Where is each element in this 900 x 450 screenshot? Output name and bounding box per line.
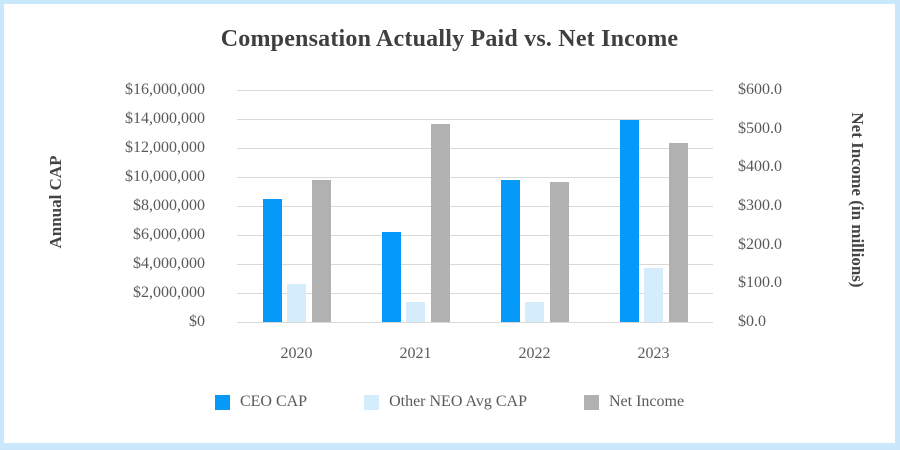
left-axis-tick: $2,000,000 (133, 284, 205, 301)
left-axis-tick: $12,000,000 (125, 139, 205, 156)
gridline (237, 119, 713, 120)
gridline (237, 206, 713, 207)
right-axis-tick: $100.0 (738, 274, 782, 292)
left-axis-title: Annual CAP (46, 155, 65, 249)
legend-item-other-neo-avg-cap: Other NEO Avg CAP (364, 393, 527, 411)
bar-ceo-cap-2022 (500, 180, 520, 322)
gridline (237, 264, 713, 265)
legend-item-ceo-cap: CEO CAP (214, 393, 308, 411)
legend-item-net-income: Net Income (583, 393, 685, 411)
gridline (237, 322, 713, 323)
gridline (237, 293, 713, 294)
legend: CEO CAP Other NEO Avg CAP Net Income (4, 393, 895, 411)
legend-label: Other NEO Avg CAP (389, 393, 527, 410)
left-axis-tick: $10,000,000 (125, 168, 205, 185)
right-axis-tick: $600.0 (738, 81, 782, 98)
gridline (237, 90, 713, 91)
legend-swatch-icon (583, 394, 599, 410)
left-axis-tick: $0 (189, 313, 205, 330)
gridline (237, 177, 713, 178)
gridline (237, 148, 713, 149)
gridline (237, 235, 713, 236)
bar-other-neo-avg-cap-2021 (406, 302, 425, 322)
left-axis-tick: $14,000,000 (125, 110, 205, 127)
legend-label: CEO CAP (239, 393, 308, 410)
bar-net-income-2020 (311, 180, 331, 322)
bar-ceo-cap-2020 (262, 199, 282, 322)
x-axis-label-2022: 2022 (518, 345, 551, 362)
right-axis-tick: $300.0 (738, 197, 782, 214)
bar-net-income-2023 (668, 143, 688, 322)
legend-swatch-icon (364, 394, 380, 410)
right-axis-tick: $400.0 (738, 158, 782, 176)
bar-other-neo-avg-cap-2020 (287, 284, 306, 322)
chart-title: Compensation Actually Paid vs. Net Incom… (220, 26, 679, 52)
bar-ceo-cap-2021 (381, 232, 401, 322)
x-axis-label-2020: 2020 (280, 345, 313, 362)
right-axis-title: Net Income (in millions) (848, 112, 867, 288)
bar-net-income-2021 (430, 124, 450, 322)
x-axis-label-2023: 2023 (637, 345, 670, 362)
left-axis-tick: $4,000,000 (133, 255, 205, 272)
bar-net-income-2022 (549, 182, 569, 322)
right-axis-tick: $200.0 (738, 235, 782, 253)
legend-label: Net Income (608, 393, 685, 410)
legend-swatch-icon (214, 394, 230, 410)
bar-ceo-cap-2023 (619, 120, 639, 322)
left-axis-tick: $6,000,000 (133, 226, 205, 243)
left-axis-tick: $16,000,000 (125, 81, 205, 98)
bar-other-neo-avg-cap-2023 (644, 268, 663, 322)
left-axis-tick: $8,000,000 (133, 197, 205, 214)
x-axis-label-2021: 2021 (399, 345, 432, 362)
right-axis-tick: $0.0 (738, 313, 766, 330)
plot-area (237, 90, 713, 323)
right-axis-tick: $500.0 (738, 119, 782, 137)
bar-other-neo-avg-cap-2022 (525, 302, 544, 322)
